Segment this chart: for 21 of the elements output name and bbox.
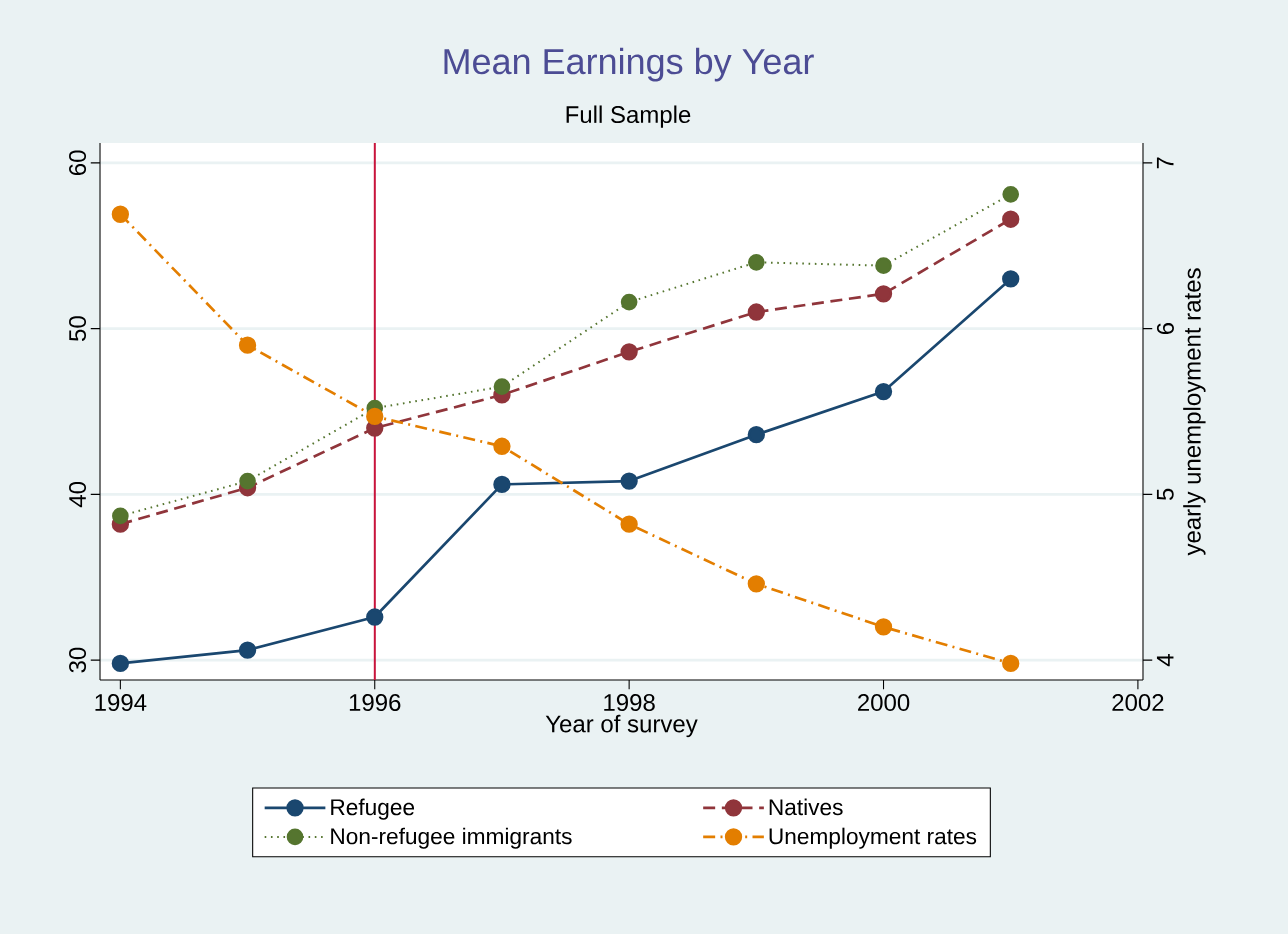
legend-label: Non-refugee immigrants [331, 827, 572, 849]
legend-label: Refugee [331, 798, 415, 820]
y2-tick-label: 4 [1156, 654, 1174, 667]
y-tick-label: 60 [69, 150, 87, 176]
legend-label: Unemployment rates [769, 827, 977, 849]
x-tick-label: 1994 [95, 694, 147, 712]
chart-subtitle: Full Sample [566, 105, 691, 128]
y2-axis-title: yearly unemployment rates [1183, 268, 1206, 556]
y2-tick-label: 5 [1156, 488, 1174, 501]
chart-title: Mean Earnings by Year [444, 47, 814, 82]
y-tick-label: 40 [69, 481, 87, 508]
x-tick-label: 2000 [858, 694, 910, 712]
legend-label: Natives [769, 798, 843, 816]
y2-tick-label: 6 [1156, 322, 1174, 335]
y2-tick-label: 7 [1156, 157, 1174, 169]
x-tick-label: 2002 [1112, 694, 1164, 712]
x-tick-label: 1996 [349, 694, 401, 712]
y-tick-label: 30 [69, 647, 87, 673]
x-tick-label: 1998 [604, 694, 655, 712]
y-tick-label: 50 [69, 316, 87, 341]
x-axis-title: Year of survey [545, 714, 698, 738]
